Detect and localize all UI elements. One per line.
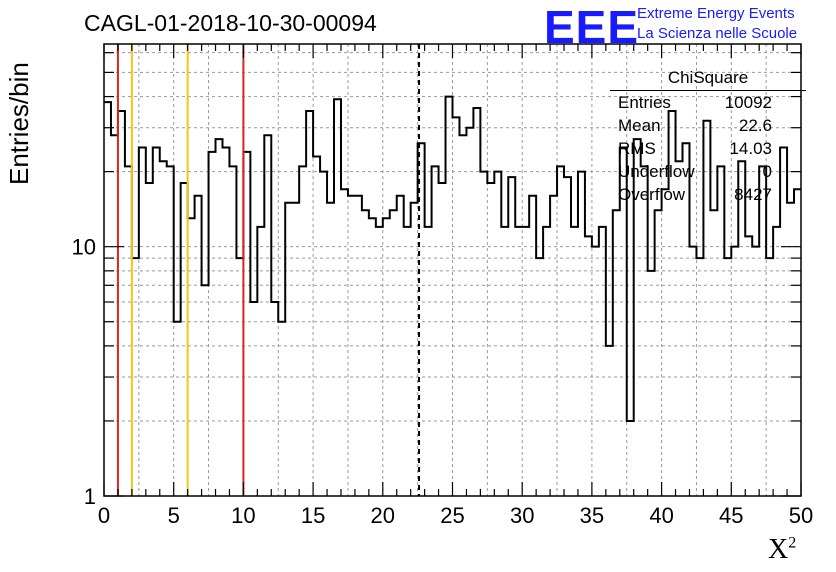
y-tick-label: 1: [84, 484, 96, 509]
logo-text-line2: La Scienza nelle Scuole: [637, 25, 798, 42]
stats-label: RMS: [618, 139, 656, 158]
axes: 0 5 10 15 20 25 30 35 40 45 50 1 10: [72, 43, 813, 528]
x-tick-label: 30: [510, 503, 534, 528]
x-tick-label: 0: [98, 503, 110, 528]
y-tick-label: 10: [72, 235, 96, 260]
x-tick-label: 5: [168, 503, 180, 528]
stats-title: ChiSquare: [610, 68, 806, 91]
x-tick-label: 10: [231, 503, 255, 528]
chart-title: CAGL-01-2018-10-30-00094: [84, 10, 377, 36]
stats-label: Mean: [618, 116, 661, 135]
x-tick-label: 35: [580, 503, 604, 528]
x-axis-label: X2: [768, 534, 796, 566]
stats-row-rms: RMS 14.03: [610, 137, 806, 160]
stats-value: 14.03: [729, 139, 772, 158]
reference-lines: [116, 44, 421, 496]
stats-row-mean: Mean 22.6: [610, 114, 806, 137]
x-tick-label: 25: [440, 503, 464, 528]
x-axis-label-superscript: 2: [788, 534, 797, 552]
x-axis-label-base: X: [768, 534, 789, 565]
stats-row-entries: Entries 10092: [610, 91, 806, 114]
logo-text-line1: Extreme Energy Events: [637, 5, 795, 22]
x-tick-label: 15: [301, 503, 325, 528]
stats-row-overflow: Overflow 8427: [610, 183, 806, 206]
x-tick-label: 20: [371, 503, 395, 528]
stats-value: 22.6: [738, 116, 772, 135]
histogram-series: [104, 95, 801, 422]
stats-value: 10092: [724, 93, 772, 112]
stats-row-underflow: Underflow 0: [610, 160, 806, 183]
stats-label: Entries: [618, 93, 671, 112]
stats-label: Overflow: [618, 185, 686, 204]
stats-box: ChiSquare Entries 10092 Mean 22.6 RMS 14…: [610, 68, 806, 206]
grid-lines: [104, 44, 801, 496]
x-tick-label: 40: [649, 503, 673, 528]
stats-label: Underflow: [618, 162, 695, 181]
stats-value: 0: [762, 162, 772, 181]
x-tick-label: 45: [719, 503, 743, 528]
histogram-line: [104, 95, 801, 422]
x-tick-label: 50: [789, 503, 813, 528]
stats-value: 8427: [734, 185, 772, 204]
